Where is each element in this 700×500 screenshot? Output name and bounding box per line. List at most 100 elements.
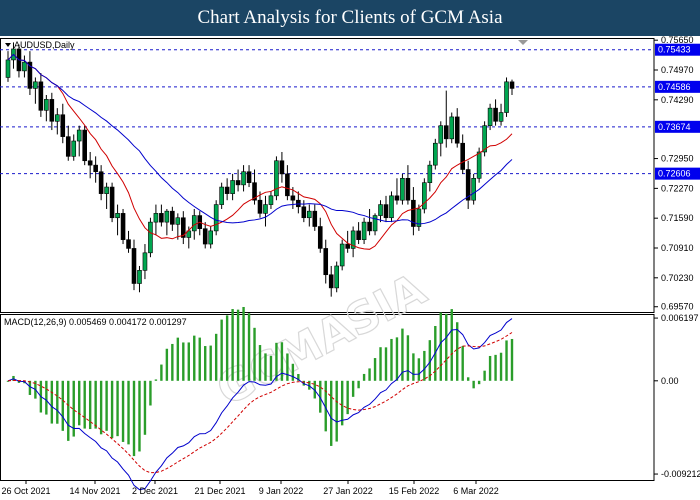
candle-body (301, 206, 307, 219)
price-panel-frame (0, 38, 655, 313)
candle-body (98, 171, 104, 194)
candle-body (55, 114, 60, 122)
macd-histogram-bar (67, 380, 70, 441)
candle-body (219, 186, 224, 205)
candle-body (246, 171, 252, 183)
macd-label: MACD(12,26,9) 0.005469 0.004172 0.001297 (4, 317, 187, 327)
macd-histogram-bar (461, 346, 464, 381)
macd-tick-label: -0.009212 (661, 469, 700, 479)
macd-histogram-bar (505, 340, 508, 381)
macd-histogram-bar (412, 353, 415, 381)
candle-body (449, 116, 455, 140)
macd-line (7, 318, 513, 491)
candle-body (482, 125, 487, 153)
candle-body (487, 107, 493, 126)
candle-body (170, 210, 175, 225)
macd-histogram-bar (253, 327, 256, 381)
candle-body (33, 81, 38, 89)
macd-histogram-bar (351, 380, 355, 397)
candle-body (181, 217, 186, 238)
date-tick-label: 14 Nov 2021 (69, 486, 120, 496)
candle-body (405, 177, 411, 201)
macd-histogram-bar (510, 338, 514, 381)
date-tick-label: 9 Jan 2022 (259, 486, 304, 496)
candle-body (394, 195, 400, 201)
macd-histogram-bar (439, 312, 442, 381)
candle-body (334, 265, 339, 289)
macd-histogram-bar (395, 337, 399, 381)
level-label-box (655, 80, 700, 93)
candle-body (164, 210, 170, 223)
macd-histogram-bar (171, 343, 174, 381)
candle-body (148, 221, 153, 254)
macd-histogram-bar (324, 380, 327, 432)
macd-histogram-bar (384, 347, 388, 381)
candle-body (509, 81, 515, 89)
candle-body (202, 228, 208, 245)
candle-body (438, 125, 444, 144)
macd-signal-line (7, 332, 513, 474)
date-tick-label: 2 Dec 2021 (132, 486, 178, 496)
price-tick-label: 0.75650 (661, 36, 694, 45)
macd-histogram-bar (231, 309, 234, 381)
chart-shift-icon (518, 40, 528, 45)
level-label: 0.72606 (658, 169, 691, 179)
candle-body (454, 116, 460, 144)
macd-histogram-bar (45, 380, 48, 415)
macd-histogram-bar (264, 353, 267, 381)
date-tick-label: 27 Jan 2022 (323, 486, 373, 496)
price-tick-label: 0.69570 (661, 302, 694, 312)
candle-body (372, 215, 378, 232)
candle-body (460, 142, 465, 170)
candle-body (137, 270, 142, 284)
macd-histogram-bar (143, 380, 147, 435)
macd-histogram-bar (214, 333, 218, 381)
level-label-box (655, 120, 700, 133)
macd-histogram-bar (50, 380, 54, 424)
candle-body (317, 226, 323, 249)
macd-histogram-bar (472, 380, 475, 389)
symbol-label: AUDUSD,Daily (14, 40, 75, 50)
candle-body (350, 230, 356, 249)
candle-body (65, 136, 71, 157)
macd-histogram-bar (417, 358, 421, 381)
price-tick-label: 0.74290 (661, 95, 694, 105)
macd-histogram-bar (340, 380, 344, 426)
macd-histogram-bar (138, 380, 141, 452)
candle-body (252, 182, 257, 201)
candle-body (153, 213, 159, 223)
macd-histogram-bar (390, 338, 393, 381)
candle-body (268, 195, 274, 205)
macd-tick-label: 0.006197 (661, 313, 699, 323)
macd-histogram-bar (319, 380, 322, 413)
candle-body (104, 186, 109, 194)
candle-body (422, 182, 427, 210)
level-label: 0.75433 (658, 45, 691, 55)
macd-histogram-bar (28, 380, 32, 395)
macd-histogram-bar (99, 380, 103, 435)
macd-histogram-bar (483, 370, 486, 381)
macd-histogram-bar (204, 346, 207, 381)
ma-fast-line (7, 53, 513, 250)
candle-body (263, 204, 268, 214)
macd-histogram-bar (72, 380, 75, 437)
candle-body (361, 221, 367, 240)
level-label: 0.74586 (658, 82, 691, 92)
macd-histogram-bar (428, 340, 432, 381)
macd-histogram-bar (88, 380, 92, 430)
candle-body (504, 81, 509, 113)
candle-body (383, 204, 389, 219)
macd-histogram-bar (236, 309, 240, 381)
macd-histogram-bar (258, 345, 262, 381)
candle-body (416, 208, 422, 227)
macd-histogram-bar (187, 342, 190, 381)
candle-body (241, 171, 246, 186)
level-label-box (655, 43, 700, 56)
macd-histogram-bar (286, 353, 289, 381)
candle-body (82, 129, 87, 162)
macd-histogram-bar (225, 315, 229, 381)
candle-body (120, 213, 126, 240)
macd-histogram-bar (335, 380, 338, 442)
